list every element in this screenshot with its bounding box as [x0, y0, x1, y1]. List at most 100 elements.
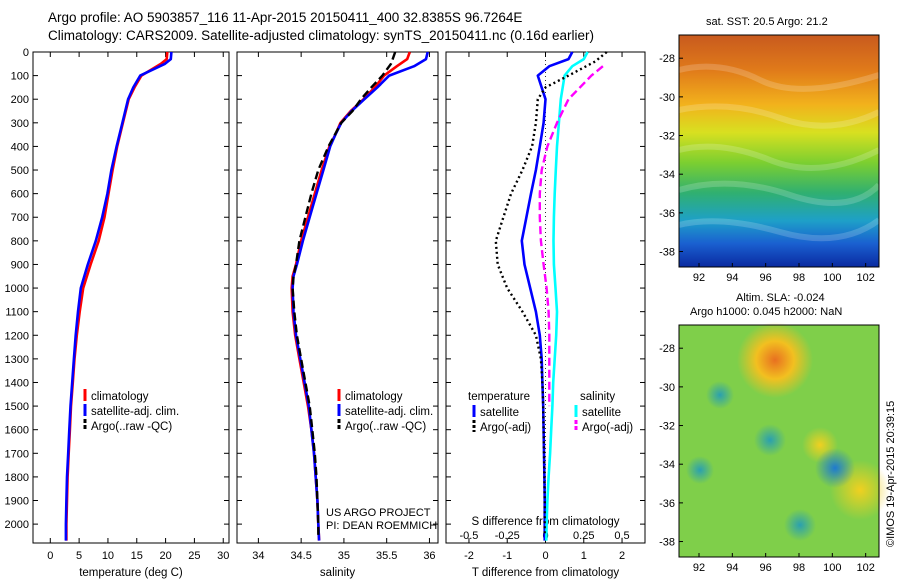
- sla-map-xtick-label: 98: [793, 562, 805, 574]
- depth-tick-label: 1200: [5, 330, 29, 342]
- temperature-xtick-label: 15: [131, 550, 143, 562]
- difference-xtick-label: 0: [542, 550, 548, 562]
- sst-map-ytick-label: -34: [659, 169, 675, 181]
- temperature-xtick-label: 10: [102, 550, 114, 562]
- figure-title-line2: Climatology: CARS2009. Satellite-adjuste…: [48, 28, 595, 43]
- sla-map-title-line2: Argo h1000: 0.045 h2000: NaN: [690, 306, 843, 318]
- salinity-xtick-label: 34.5: [290, 550, 311, 562]
- difference-legend-label: Argo(-adj): [480, 422, 531, 434]
- secondary-xtick-label: -0.25: [495, 530, 520, 542]
- credit-pi: PI: DEAN ROEMMICH: [326, 520, 438, 532]
- temperature-series-0: [65, 51, 169, 541]
- temperature-xtick-label: 25: [188, 550, 200, 562]
- depth-tick-label: 1800: [5, 472, 29, 484]
- depth-tick-label: 100: [11, 71, 29, 83]
- sst-map-ytick-label: -38: [659, 247, 675, 259]
- temperature-xtick-label: 5: [76, 550, 82, 562]
- difference-xtick-label: 2: [619, 550, 625, 562]
- salinity-legend-label: climatology: [345, 391, 403, 403]
- sst-map-frame: [678, 34, 880, 268]
- difference-xtick-label: 1: [581, 550, 587, 562]
- temperature-xtick-label: 20: [159, 550, 171, 562]
- sla-anomaly-low-2: [754, 424, 786, 456]
- panel-temperature: 0 5 10 15 20 25 300100200300400500600700800900…: [5, 47, 230, 579]
- sst-map-ytick-label: -32: [659, 131, 675, 143]
- sla-map-axes: 92 94 96 98 100 102 -28 -30 -32 -34 -36 -38: [659, 343, 875, 574]
- salinity-series-2: [291, 51, 397, 536]
- sst-map-ytick-label: -28: [659, 53, 675, 65]
- temperature-legend-label: Argo(..raw -QC): [91, 421, 172, 433]
- sla-map: [678, 322, 890, 558]
- sla-map-ytick-label: -36: [659, 498, 675, 510]
- sst-map: [678, 34, 882, 268]
- salinity-series-1: [291, 51, 429, 541]
- sst-map-field: [679, 35, 879, 267]
- sla-map-xtick-label: 100: [823, 562, 841, 574]
- sla-anomaly-high: [737, 322, 813, 398]
- sla-map-frame: [678, 324, 880, 558]
- depth-tick-label: 700: [11, 212, 29, 224]
- sst-map-xtick-label: 98: [793, 272, 805, 284]
- depth-tick-label: 800: [11, 236, 29, 248]
- temperature-series-1: [64, 51, 173, 541]
- sst-map-title: sat. SST: 20.5 Argo: 21.2: [706, 16, 828, 28]
- credit-project: US ARGO PROJECT: [326, 507, 431, 519]
- difference-legend-label: Argo(-adj): [582, 422, 633, 434]
- salinity-frame: [236, 51, 439, 544]
- difference-legend-label: satellite: [480, 407, 519, 419]
- depth-tick-label: 0: [23, 47, 29, 59]
- temperature-xtick-label: 30: [217, 550, 229, 562]
- secondary-xtick-label: 0.5: [614, 530, 629, 542]
- secondary-xtick-label: 0.25: [573, 530, 594, 542]
- depth-tick-label: 1900: [5, 496, 29, 508]
- depth-tick-label: 1700: [5, 448, 29, 460]
- difference-xtick-label: -2: [464, 550, 474, 562]
- sst-map-xtick-label: 94: [726, 272, 738, 284]
- depth-tick-label: 1300: [5, 354, 29, 366]
- depth-tick-label: 1100: [5, 307, 29, 319]
- salinity-xtick-label: 34: [252, 550, 264, 562]
- depth-tick-label: 1000: [5, 283, 29, 295]
- sst-map-xtick-label: 92: [693, 272, 705, 284]
- depth-tick-label: 900: [11, 259, 29, 271]
- salinity-xtick-label: 35: [338, 550, 350, 562]
- sla-map-ytick-label: -30: [659, 382, 675, 394]
- depth-tick-label: 200: [11, 94, 29, 106]
- temperature-legend-label: climatology: [91, 391, 149, 403]
- sla-map-xtick-label: 96: [760, 562, 772, 574]
- difference-series-1: [545, 51, 589, 541]
- sla-map-ytick-label: -32: [659, 421, 675, 433]
- sst-map-xtick-label: 100: [823, 272, 841, 284]
- difference-xtick-label: -1: [502, 550, 512, 562]
- sst-map-ytick-label: -36: [659, 208, 675, 220]
- temperature-frame: [32, 51, 230, 544]
- sla-map-title-line1: Altim. SLA: -0.024: [736, 292, 825, 304]
- legend-group-salinity: salinity: [580, 391, 615, 403]
- depth-tick-label: 600: [11, 189, 29, 201]
- difference-xlabel: T difference from climatology: [472, 567, 619, 579]
- sla-map-ytick-label: -38: [659, 537, 675, 549]
- sla-map-xtick-label: 92: [693, 562, 705, 574]
- sla-map-xtick-label: 94: [726, 562, 738, 574]
- sst-map-texture: [678, 63, 882, 242]
- salinity-xtick-label: 35.5: [376, 550, 397, 562]
- depth-tick-label: 1400: [5, 377, 29, 389]
- sla-anomaly-low-5: [784, 509, 816, 541]
- salinity-legend-label: Argo(..raw -QC): [345, 421, 426, 433]
- temperature-xtick-label: 0: [47, 550, 53, 562]
- salinity-series-0: [290, 51, 412, 541]
- temperature-xlabel: temperature (deg C): [79, 567, 183, 579]
- sla-anomaly-low: [815, 448, 855, 488]
- salinity-legend-label: satellite-adj. clim.: [345, 406, 433, 418]
- sst-map-ytick-label: -30: [659, 92, 675, 104]
- temperature-legend-label: satellite-adj. clim.: [91, 406, 179, 418]
- sla-map-ytick-label: -34: [659, 459, 675, 471]
- difference-legend-label: satellite: [582, 407, 621, 419]
- depth-tick-label: 1600: [5, 425, 29, 437]
- figure-title-line1: Argo profile: AO 5903857_116 11-Apr-2015…: [48, 10, 523, 25]
- depth-tick-label: 300: [11, 118, 29, 130]
- difference-series-2: [538, 65, 604, 407]
- difference-series-3: [494, 51, 608, 536]
- sla-anomaly-low-3: [686, 456, 714, 484]
